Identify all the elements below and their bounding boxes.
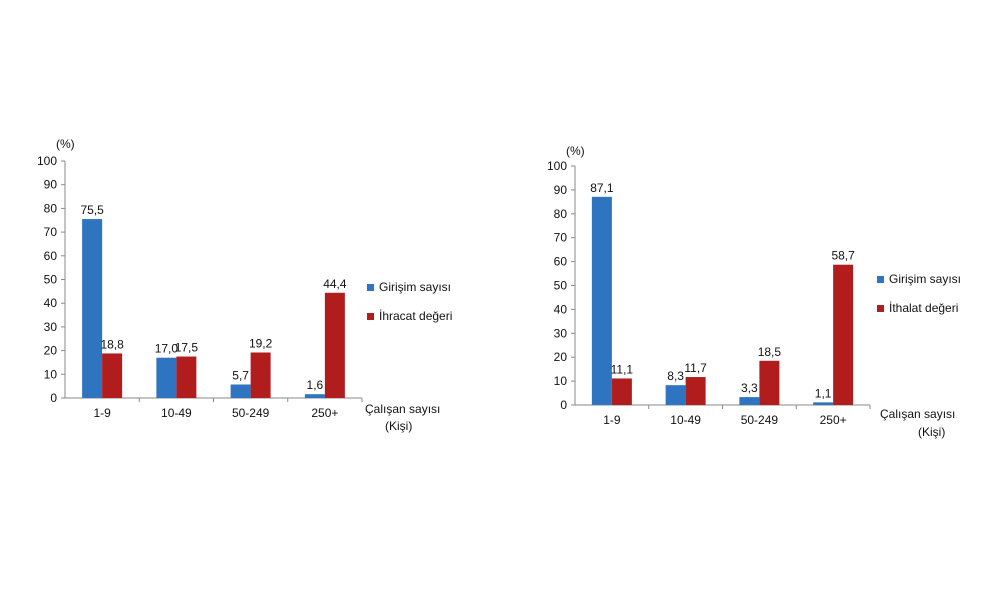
legend-swatch-girisim	[877, 276, 884, 283]
legend: Girişim sayısı İthalat değeri	[877, 272, 961, 315]
y-tick-label: 60	[44, 249, 58, 263]
data-label: 58,7	[831, 249, 855, 263]
data-label: 17,0	[155, 342, 179, 356]
y-tick-label: 0	[50, 391, 57, 405]
x-axis-title: Çalışan sayısı	[365, 402, 440, 416]
bar-girisim	[739, 397, 760, 405]
data-label: 18,5	[758, 345, 782, 359]
y-tick-label: 80	[554, 207, 568, 221]
category-label: 50-249	[741, 413, 779, 427]
category-label: 1-9	[603, 413, 621, 427]
legend-swatch-ithalat	[877, 305, 884, 312]
y-tick-label: 40	[554, 302, 568, 316]
y-tick-label: 10	[44, 367, 58, 381]
category-label: 1-9	[93, 406, 111, 420]
category-label: 250+	[311, 406, 338, 420]
y-tick-label: 70	[554, 231, 568, 245]
y-tick-label: 20	[554, 350, 568, 364]
category-label: 250+	[820, 413, 847, 427]
y-tick-label: 20	[44, 344, 58, 358]
chart-right: (%) Çalışan sayısı (Kişi) 0 10 20 30 40 50 60 7…	[547, 144, 961, 439]
bar-girisim	[591, 196, 612, 405]
y-tick-label: 30	[554, 326, 568, 340]
data-label: 18,8	[100, 337, 124, 351]
data-label: 5,7	[232, 368, 249, 382]
legend-label-girisim: Girişim sayısı	[379, 280, 451, 294]
bar-girisim	[665, 385, 686, 405]
y-tick-label: 90	[44, 178, 58, 192]
bar-ithalat	[759, 360, 780, 405]
bar-ihracat	[102, 353, 123, 398]
y-tick-label: 40	[44, 296, 58, 310]
bar-ihracat	[176, 356, 197, 398]
category-label: 10-49	[161, 406, 192, 420]
data-label: 44,4	[323, 277, 347, 291]
y-tick-label: 30	[44, 320, 58, 334]
bar-girisim	[156, 357, 177, 398]
legend-swatch-ihracat	[367, 313, 374, 320]
y-tick-label: 70	[44, 225, 58, 239]
x-axis-subtitle: (Kişi)	[385, 419, 412, 433]
left-marks: 0 10 20 30 40 50 60 70 80 90 100 1-9 75,5 18,8 10-49 17…	[37, 154, 363, 420]
bar-girisim	[230, 384, 251, 398]
data-label: 8,3	[667, 369, 684, 383]
bar-ithalat	[611, 378, 632, 405]
data-label: 19,2	[249, 336, 273, 350]
data-label: 11,1	[611, 362, 634, 376]
category-label: 50-249	[232, 406, 270, 420]
y-tick-label: 80	[44, 201, 58, 215]
bar-ihracat	[324, 292, 345, 398]
legend-label-ihracat: İhracat değeri	[379, 309, 452, 323]
data-label: 87,1	[590, 181, 614, 195]
data-label: 1,1	[815, 386, 832, 400]
y-tick-label: 60	[554, 255, 568, 269]
legend-label-girisim: Girişim sayısı	[889, 272, 961, 286]
unit-label: (%)	[566, 144, 585, 158]
bar-ihracat	[250, 352, 271, 398]
x-axis-title: Çalışan sayısı	[880, 407, 955, 421]
data-label: 1,6	[307, 378, 324, 392]
bar-girisim	[813, 402, 834, 405]
data-label: 3,3	[741, 381, 758, 395]
right-marks: 0 10 20 30 40 50 60 70 80 90 100 1-9 87,1 11,1 10-49 8,…	[547, 159, 871, 427]
bar-girisim	[304, 394, 325, 398]
data-label: 11,7	[684, 361, 707, 375]
bar-ithalat	[833, 264, 854, 405]
y-tick-label: 100	[547, 159, 567, 173]
y-tick-label: 50	[44, 273, 58, 287]
bar-ithalat	[685, 377, 706, 405]
y-tick-label: 90	[554, 183, 568, 197]
y-tick-label: 0	[560, 398, 567, 412]
legend: Girişim sayısı İhracat değeri	[367, 280, 452, 323]
data-label: 17,5	[175, 341, 199, 355]
bar-girisim	[82, 219, 103, 398]
y-tick-label: 10	[554, 374, 568, 388]
unit-label: (%)	[56, 137, 75, 151]
data-label: 75,5	[80, 203, 104, 217]
x-axis-subtitle: (Kişi)	[918, 425, 945, 439]
y-tick-label: 50	[554, 279, 568, 293]
chart-left: (%) Çalışan sayısı (Kişi) 0 10 20 30 40 50 60 7…	[37, 137, 452, 433]
y-tick-label: 100	[37, 154, 57, 168]
legend-swatch-girisim	[367, 284, 374, 291]
legend-label-ithalat: İthalat değeri	[889, 301, 958, 315]
category-label: 10-49	[670, 413, 701, 427]
